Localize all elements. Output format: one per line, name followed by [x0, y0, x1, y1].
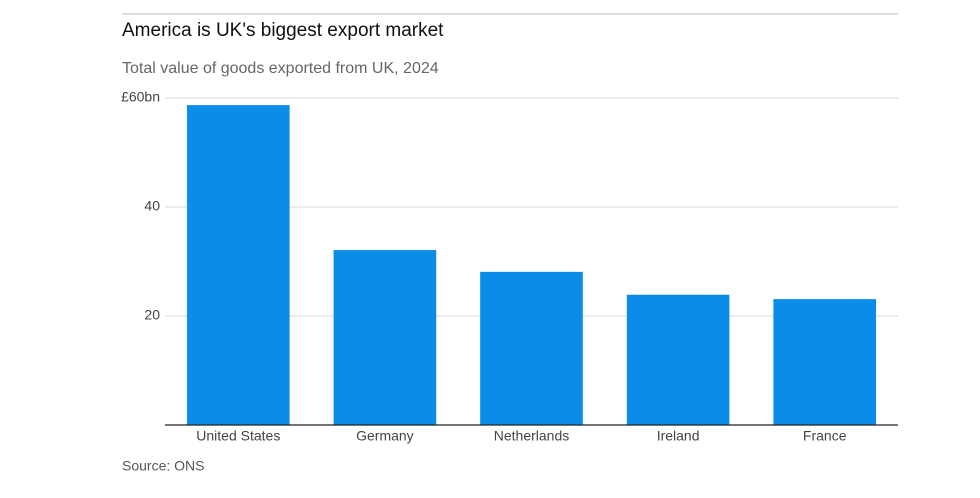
x-tick-label: Ireland: [657, 428, 700, 444]
source-note: Source: ONS: [122, 458, 204, 474]
bar: [773, 299, 877, 425]
chart-subtitle: Total value of goods exported from UK, 2…: [122, 60, 439, 77]
y-tick-label: 20: [144, 307, 160, 323]
y-tick-label: £60bn: [121, 89, 160, 105]
x-tick-label: Netherlands: [494, 428, 570, 444]
bar: [333, 250, 437, 425]
chart-title: America is UK's biggest export market: [122, 20, 444, 41]
x-tick-label: France: [803, 428, 847, 444]
y-tick-label: 40: [144, 198, 160, 214]
bar: [626, 294, 730, 425]
x-tick-label: United States: [196, 428, 280, 444]
bar: [480, 271, 583, 425]
x-tick-label: Germany: [356, 428, 414, 444]
bar: [186, 105, 290, 426]
